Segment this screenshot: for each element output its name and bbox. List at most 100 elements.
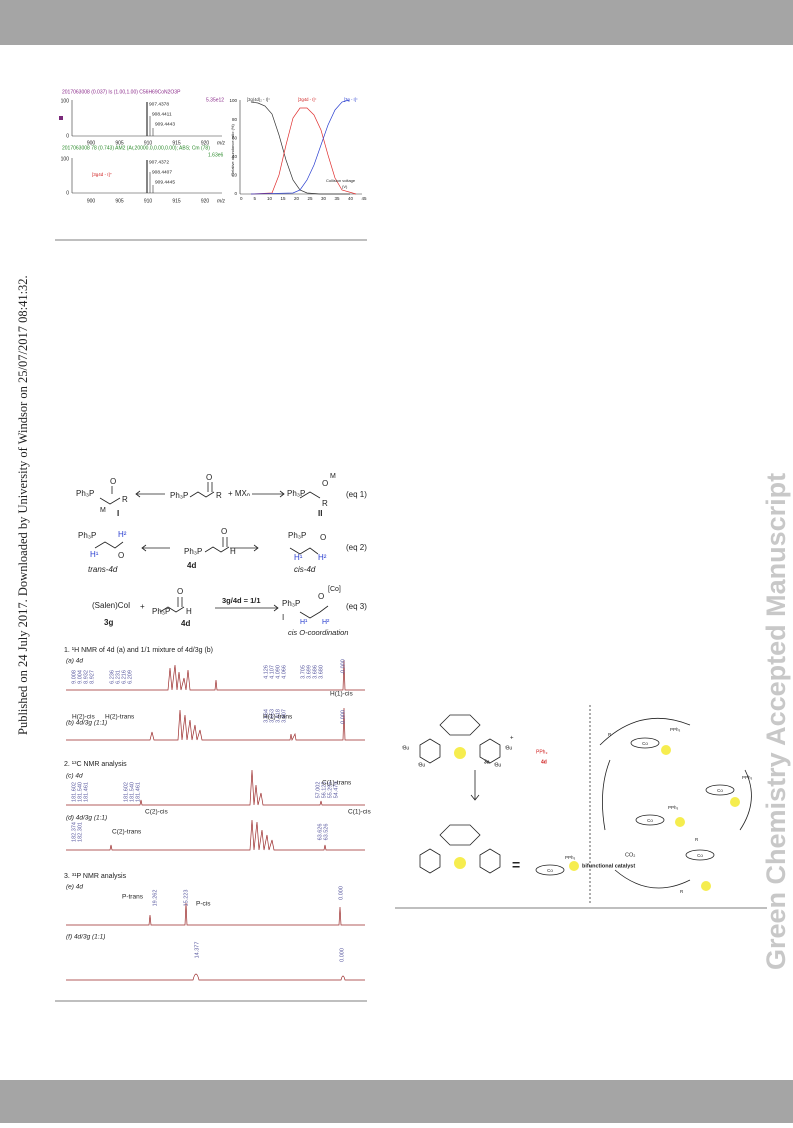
ms-scale: 5.35e12 <box>206 97 224 103</box>
assignment: C(1)-trans <box>322 780 352 787</box>
text: H <box>230 547 236 556</box>
text: Ph₃P <box>282 599 300 608</box>
peak-label: 909.4445 <box>155 179 175 185</box>
tick-label: 100 <box>229 98 237 103</box>
text: cis O-coordination <box>288 628 348 637</box>
peak-label: 19.262 <box>152 890 158 907</box>
text: (d) 4d/3g (1:1) <box>66 815 107 822</box>
peak-label: 3.653 <box>269 709 275 723</box>
text: O <box>318 592 324 601</box>
catalyst-drawing <box>419 714 752 889</box>
peak-label: 4.107 <box>269 665 275 679</box>
ms-scale: 1.63e6 <box>208 152 224 158</box>
metal-label: Co <box>642 741 648 746</box>
peak-label: 8.932 <box>83 670 89 684</box>
ligand-label: PPh₃ <box>742 775 753 780</box>
tick-label: 920 <box>201 140 210 146</box>
axis-label: 100 <box>61 98 70 104</box>
peak-label: 3.664 <box>263 709 269 723</box>
substituent: R <box>680 889 684 894</box>
substituent: R <box>695 837 699 842</box>
peak-label: 4.126 <box>263 665 269 679</box>
text: R <box>322 499 328 508</box>
peak-label: 63.626 <box>317 824 323 841</box>
assignment: P-cis <box>196 901 211 908</box>
text: Ph₃P <box>287 489 305 498</box>
unit-label: (V) <box>342 184 348 189</box>
footer-bar <box>0 1080 793 1123</box>
text: + <box>510 736 514 742</box>
text: I <box>282 613 284 622</box>
substituent: R <box>608 732 612 737</box>
assignment: H(2)-cis <box>72 714 95 721</box>
text: H¹ <box>90 550 99 559</box>
text: Ph₃P <box>78 531 96 540</box>
cid-curve <box>250 99 350 195</box>
axis-label: 0 <box>66 133 69 139</box>
peak-label: 6.216 <box>121 670 127 684</box>
tick-label: 900 <box>87 140 96 146</box>
tick-label: 910 <box>144 198 153 204</box>
highlight <box>454 745 740 891</box>
text: (eq 2) <box>346 543 367 552</box>
tick-label: 10 <box>267 196 273 201</box>
peak-label: 181.461 <box>83 782 89 802</box>
substituent: ᵗBu <box>505 745 512 751</box>
peak-label: 56.125 <box>321 782 327 799</box>
tick-label: 905 <box>115 198 124 204</box>
peak-label: 3.680 <box>318 665 324 679</box>
tick-label: 915 <box>172 140 181 146</box>
peak-label: 4.090 <box>275 665 281 679</box>
text: (b) 4d/3g (1:1) <box>66 720 107 727</box>
ms-header: 2017063008 (0.037) Is (1.00,1.00) C56H69… <box>62 89 181 95</box>
cid-curve <box>250 101 350 195</box>
text: (eq 1) <box>346 490 367 499</box>
ms-axes <box>71 100 222 194</box>
text: Ph₃P <box>288 531 306 540</box>
tick-label: 900 <box>87 198 96 204</box>
unit-label: m/z <box>217 140 226 146</box>
peak-label: 181.461 <box>135 782 141 802</box>
text: 4d <box>541 759 547 765</box>
tick-label: 0 <box>240 196 243 201</box>
peak-label: 181.540 <box>129 782 135 802</box>
ms-label: [3g4d - I]⁺ <box>92 172 113 177</box>
ms-header: 2017063008 78 (0.743) AM2 (Ar,20000.0,0.… <box>62 145 210 151</box>
peak-label: -0.000 <box>340 659 346 675</box>
peak-label: 57.002 <box>315 782 321 799</box>
peak-label: 3.699 <box>306 665 312 679</box>
legend-marker <box>59 116 63 120</box>
text: H¹ <box>294 553 303 562</box>
assignment: H(1)-cis <box>330 691 353 698</box>
axis-label: 100 <box>61 156 70 162</box>
tick-label: 20 <box>232 173 238 178</box>
scheme-arrows <box>94 482 329 619</box>
peak-label: 3.618 <box>275 709 281 723</box>
substituent: ᵗBu <box>494 762 501 768</box>
text: H² <box>318 553 327 562</box>
metal-label: Co <box>547 868 553 873</box>
text: 4d <box>181 619 190 628</box>
substituent: ᵗBu <box>402 745 409 751</box>
tick-label: 60 <box>232 135 238 140</box>
tick-label: 15 <box>281 196 287 201</box>
peak-label: 14.377 <box>194 942 200 959</box>
text: + MXₙ <box>228 489 250 498</box>
text: = <box>512 857 520 873</box>
assignment: C(2)-cis <box>145 809 168 816</box>
text: O <box>322 479 328 488</box>
text: CO₂ <box>625 852 635 858</box>
ligand-label: PPh₃ <box>670 727 681 732</box>
peak-label: 908.4407 <box>152 169 172 175</box>
text: 3. ³¹P NMR analysis <box>64 873 127 880</box>
text: [Co] <box>328 586 341 593</box>
peak-label: 4.066 <box>281 665 287 679</box>
text: 3a <box>484 759 490 765</box>
caption: bifunctional catalyst <box>582 863 635 869</box>
series-label: [3g - I]⁺ <box>344 97 358 102</box>
assignment: C(1)-cis <box>348 809 371 816</box>
tick-label: 45 <box>362 196 368 201</box>
text: H² <box>118 530 127 539</box>
text: O <box>110 477 116 486</box>
tick-label: 915 <box>172 198 181 204</box>
